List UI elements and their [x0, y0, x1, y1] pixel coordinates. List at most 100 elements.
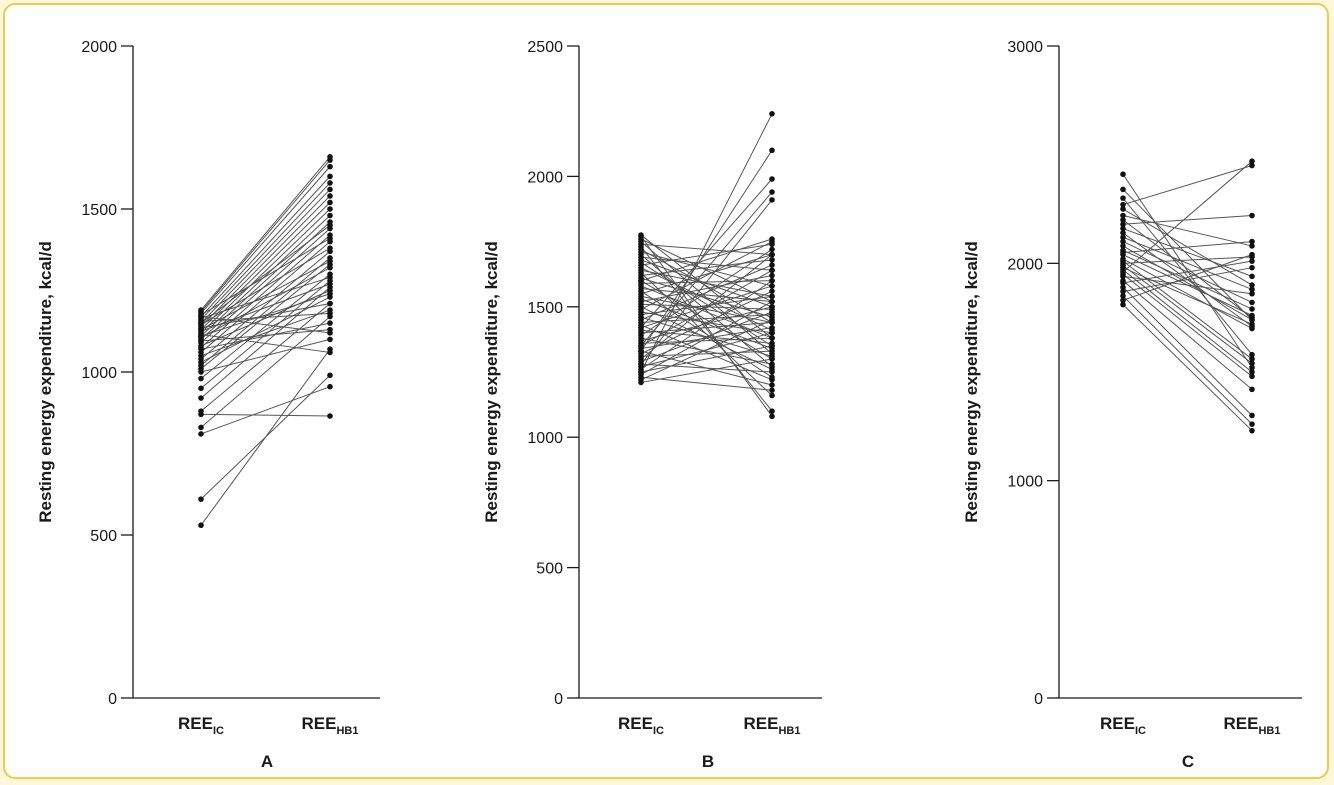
pair-line	[640, 259, 773, 308]
pair-line	[640, 234, 773, 339]
data-point-ic	[638, 348, 644, 354]
data-point-hb1	[1249, 386, 1255, 393]
data-point-ic	[1120, 217, 1126, 223]
pair-line	[200, 228, 331, 344]
y-tick-label: 2000	[81, 39, 117, 56]
pair-line	[640, 236, 773, 417]
data-point-ic	[198, 375, 204, 382]
pair-line	[200, 247, 331, 326]
data-point-hb1	[1249, 158, 1255, 164]
pair-line	[200, 413, 331, 417]
pair-line	[1122, 165, 1253, 206]
y-tick-label: 1000	[81, 365, 117, 382]
data-point-hb1	[327, 274, 333, 281]
data-point-hb1	[327, 336, 333, 343]
y-tick-label: 2000	[1007, 256, 1043, 273]
y-axis-label: Resting energy expenditure, kcal/d	[962, 241, 981, 523]
data-point-hb1	[769, 197, 775, 203]
data-point-hb1	[769, 374, 775, 381]
y-axis-label: Resting energy expenditure, kcal/d	[36, 241, 55, 523]
data-point-hb1	[769, 408, 775, 414]
category-label: REEHB1	[1224, 714, 1281, 737]
pair-line	[640, 150, 773, 352]
data-point-ic	[198, 496, 204, 502]
y-tick-label: 500	[536, 561, 563, 578]
data-point-ic	[1120, 221, 1126, 228]
data-points	[198, 154, 333, 529]
pair-line	[200, 195, 331, 327]
pair-line	[200, 290, 331, 347]
pair-line	[1122, 236, 1253, 290]
y-tick-label: 0	[108, 691, 117, 708]
data-point-hb1	[769, 382, 775, 388]
data-point-ic	[638, 361, 644, 367]
pair-line	[1122, 273, 1253, 377]
y-axis-label: Resting energy expenditure, kcal/d	[482, 241, 501, 523]
data-point-hb1	[1249, 162, 1255, 169]
data-point-hb1	[327, 206, 333, 212]
data-point-hb1	[327, 413, 333, 419]
panel-letter: B	[702, 752, 714, 771]
pair-line	[200, 241, 331, 353]
data-point-hb1	[769, 387, 775, 394]
data-point-hb1	[327, 383, 333, 390]
pair-line	[200, 309, 331, 357]
data-point-hb1	[769, 147, 775, 154]
data-point-hb1	[769, 267, 775, 274]
pair-line	[1122, 197, 1253, 355]
data-point-ic	[1120, 247, 1126, 254]
y-tick-label: 500	[90, 528, 117, 545]
data-point-ic	[1120, 277, 1126, 284]
pair-line	[200, 303, 331, 412]
pair-line	[640, 350, 773, 357]
data-point-hb1	[327, 245, 333, 251]
pair-line	[200, 334, 331, 353]
pair-line	[200, 215, 331, 337]
category-main: REE	[618, 714, 653, 733]
data-point-hb1	[769, 277, 775, 284]
panel-B: 0 500 1000 1500 2000 2500 Resting energy expen…	[482, 39, 822, 771]
category-subscript: HB1	[778, 725, 800, 737]
data-point-hb1	[769, 262, 775, 268]
data-point-hb1	[769, 304, 775, 310]
pair-line	[1122, 304, 1253, 432]
data-point-hb1	[327, 264, 333, 271]
panel-letter: A	[261, 752, 273, 771]
pair-line	[640, 262, 773, 347]
data-point-ic	[1120, 195, 1126, 201]
data-point-hb1	[769, 356, 775, 362]
data-point-hb1	[327, 193, 333, 199]
data-point-hb1	[1249, 373, 1255, 380]
pair-line	[1122, 215, 1253, 225]
category-subscript: IC	[1135, 725, 1146, 737]
pair-line	[640, 254, 773, 295]
data-point-hb1	[1249, 360, 1255, 367]
pair-lines	[200, 156, 331, 526]
data-point-hb1	[1249, 323, 1255, 330]
data-point-hb1	[1249, 286, 1255, 293]
data-point-hb1	[769, 314, 775, 321]
data-point-hb1	[327, 310, 333, 317]
category-main: REE	[302, 714, 337, 733]
pair-line	[200, 166, 331, 314]
category-main: REE	[1100, 714, 1135, 733]
pair-line	[200, 329, 331, 342]
pair-line	[1122, 208, 1253, 286]
data-point-hb1	[769, 257, 775, 263]
pair-line	[640, 337, 773, 365]
data-point-hb1	[327, 281, 333, 287]
pair-line	[640, 241, 773, 355]
pair-line	[640, 321, 773, 334]
data-point-hb1	[769, 251, 775, 258]
data-point-hb1	[1249, 356, 1255, 362]
data-point-hb1	[769, 298, 775, 305]
y-tick-label: 0	[1034, 691, 1043, 708]
pair-line	[200, 338, 331, 373]
pair-line	[200, 286, 331, 399]
pair-line	[200, 312, 331, 322]
pair-line	[1122, 260, 1253, 360]
data-point-hb1	[769, 241, 775, 248]
data-point-hb1	[769, 189, 775, 195]
pair-line	[640, 272, 773, 396]
data-point-hb1	[769, 272, 775, 279]
